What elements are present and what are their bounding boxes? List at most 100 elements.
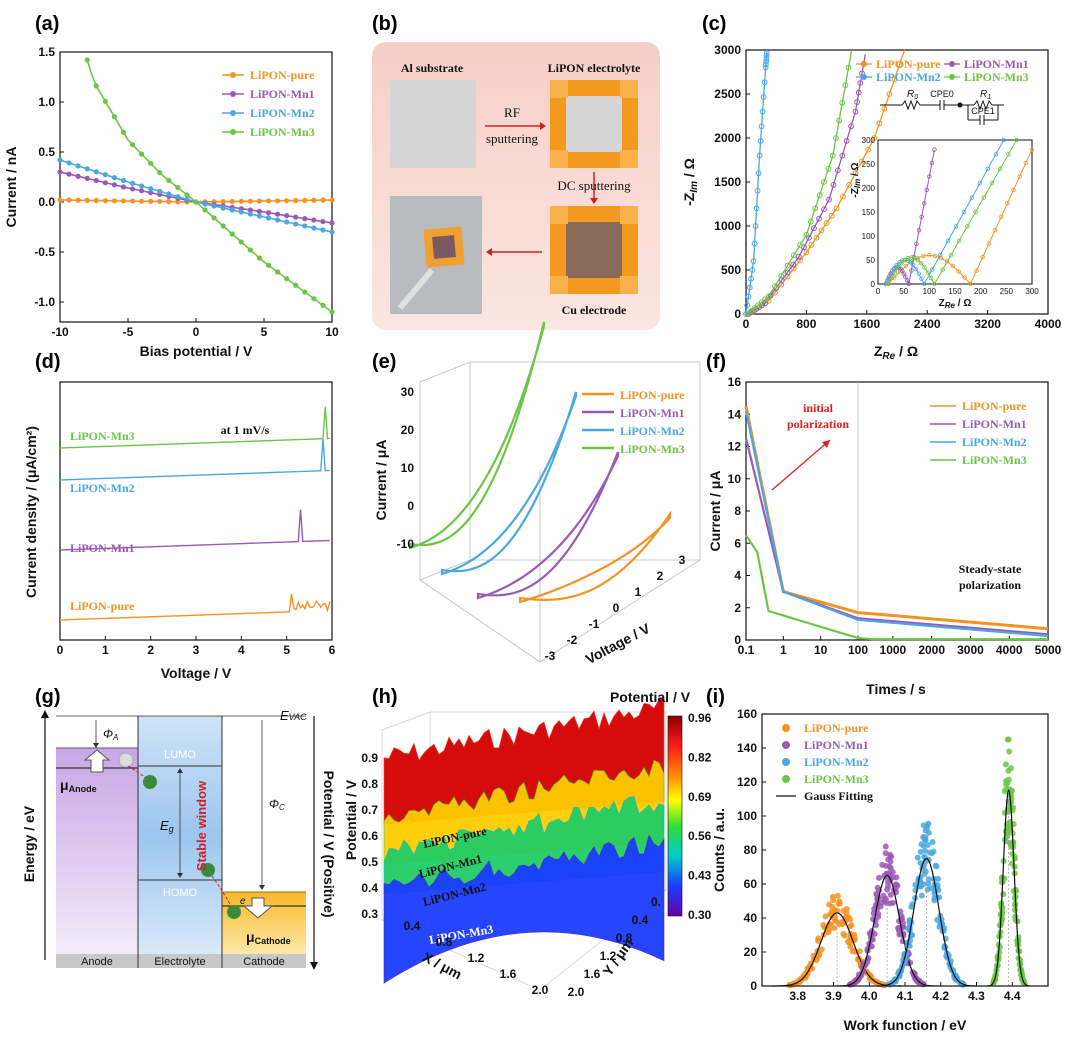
panel-c-data-point [803,249,810,256]
panel-a-xlabel: Bias potential / V [140,343,253,359]
panel-a-legend-marker [230,91,236,97]
phi-c-label: ΦC [269,797,285,812]
panel-c-data-point [755,170,762,177]
panel-i-legend-marker [782,741,790,749]
panel-h-zlabel: Potential / V [343,779,359,860]
inset-data-point [899,261,904,266]
inset-data-point [929,160,935,166]
panel-i-data-point [1005,820,1012,827]
cu-electrode-label: Cu electrode [562,303,627,317]
panel-i-data-point [840,930,847,937]
panel-f-xtick-label: 1000 [880,643,907,657]
panel-h-colorbar-label: 0.30 [688,908,712,922]
panel-i-ytick-label: 160 [737,707,757,721]
panel-a-data-point [66,171,72,177]
panel-e-xtick-label: -2 [567,633,578,647]
cpe0-label: CPE0 [930,89,954,99]
panel-e-xtick-label: 2 [657,569,664,583]
panel-i-data-point [827,911,834,918]
panel-a-ytick-label: 1.5 [38,45,55,59]
panel-h-colorbar-label: 0.82 [688,750,712,764]
panel-i-xtick-label: 4.1 [897,989,914,1003]
panel-i-data-point [849,948,856,955]
panel-d-xlabel: Voltage / V [161,665,232,681]
panel-i-data-point [836,900,843,907]
panel-f-chart: 0.1 1 10 100 1000 2000 3000 4000 5000 0 2 4 6 8 10 12 14… [707,375,1062,697]
inset-data-point [906,281,911,287]
panel-g-diagram: EVAC ΦA ΦC LUMO HOMO Eg Stable window μA… [21,708,337,970]
panel-a-data-point [120,198,127,204]
panel-a-data-point [284,219,290,225]
panel-a-data-point [84,166,90,172]
inset-data-point [916,271,921,276]
panel-i-data-point [873,890,880,897]
panel-c-data-point [833,205,840,212]
inset-data-point [1029,147,1035,152]
panel-h-ytick-label: 0. [651,895,661,909]
panel-c-data-point [857,80,864,86]
sample-photo [390,196,482,314]
panel-i-xtick-label: 4.4 [1004,989,1021,1003]
panel-a-xtick-label: 0 [193,325,200,339]
inset-data-point [922,281,927,287]
inset-data-point [919,214,924,219]
panel-a-data-point [275,217,281,223]
inset-data-point [953,224,959,229]
panel-c-data-point [891,76,898,83]
panel-a-data-point [193,199,199,205]
panel-i-data-point [926,876,933,883]
panel-i-xtick-label: 3.8 [789,989,806,1003]
panel-a-data-point [157,198,163,205]
panel-c-data-point [852,170,859,177]
panel-i-legend-marker [782,724,790,732]
panel-a-data-point [75,173,81,179]
inset-data-point [1017,174,1022,179]
inset-data-point [897,269,903,274]
panel-c-data-point [757,138,764,144]
panel-c-data-point [763,58,770,65]
panel-a-data-point [329,197,335,203]
steady-state-annotation: Steady-state [959,562,1022,576]
panel-h-colorbar-label: 0.43 [688,869,712,883]
panel-i-data-point [1005,767,1012,774]
inset-data-point [965,224,970,229]
panel-a-data-point [57,197,63,203]
panel-c-data-point [825,165,832,172]
panel-a-data-point [320,302,326,308]
panel-c-data-point [758,299,765,306]
panel-i-data-point [917,848,924,855]
inset-data-point [950,263,955,269]
cu-electrode-square [550,206,638,294]
panel-i-ytick-label: 0 [750,979,757,993]
panel-i-data-point [847,916,854,923]
inset-data-point [929,267,935,272]
panel-a-xtick-label: 5 [261,325,268,339]
panel-a-data-point [166,191,172,197]
panel-label-d: (d) [35,351,61,373]
panel-c-series-line [745,49,768,315]
panel-a-data-point [111,114,117,120]
panel-d-xtick-label: 3 [193,643,200,657]
panel-h-colorbar-label: 0.56 [688,829,712,843]
panel-i-data-point [996,944,1003,951]
panel-f-legend-label: LiPON-Mn1 [962,417,1027,431]
panel-i-ytick-label: 20 [744,945,758,959]
panel-i-data-point [826,926,833,933]
panel-a-data-point [57,157,63,163]
panel-c-data-point [756,152,763,159]
panel-a-data-point [220,199,226,205]
panel-i-data-point [1010,838,1017,845]
inset-ylabel-part: -Z [850,188,861,197]
panel-c-legend-label: LiPON-Mn1 [964,57,1029,71]
panel-f-xtick-label: 4000 [996,643,1023,657]
panel-e-legend-label: LiPON-Mn2 [620,424,685,438]
inset-data-point [933,253,938,259]
panel-c-data-point [765,293,772,300]
inset-xtick-label: 300 [1025,287,1039,296]
panel-e-ytick-label: 0 [407,499,414,513]
inset-ylabel: -ZIm / Ω [850,162,862,197]
panel-i-legend-label: LiPON-Mn2 [804,755,869,769]
panel-c-legend-marker [949,74,955,80]
inset-data-point [909,268,914,273]
